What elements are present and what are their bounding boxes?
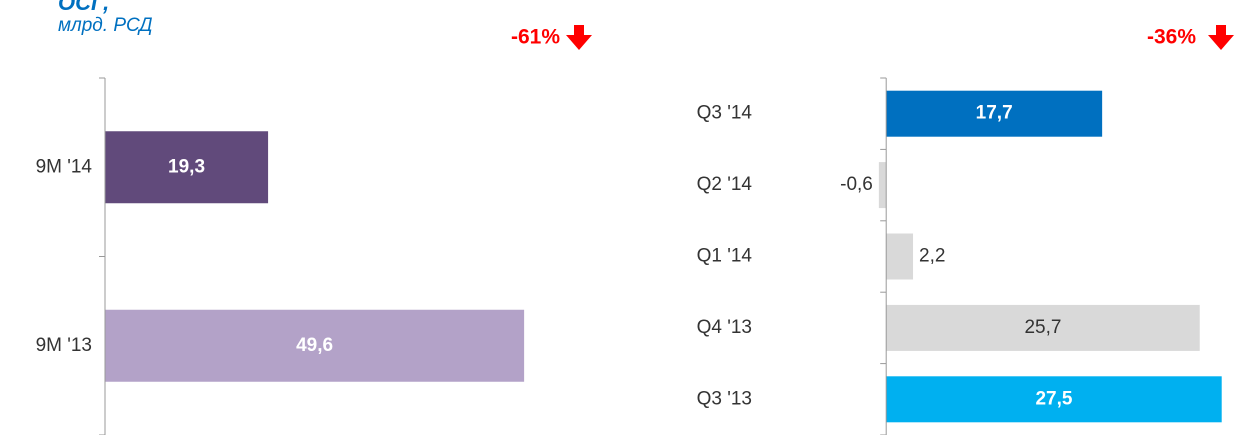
y-tick-label: 9M '13 bbox=[36, 335, 92, 356]
value-label: 49,6 bbox=[296, 335, 333, 356]
chart-subtitle: млрд. РСД bbox=[58, 15, 153, 36]
y-tick-label: Q4 '13 bbox=[697, 317, 752, 338]
down-arrow bbox=[1208, 25, 1234, 50]
down-arrow bbox=[566, 25, 592, 50]
annotation: -36% bbox=[1147, 26, 1196, 49]
bar bbox=[886, 304, 1200, 351]
value-label: 25,7 bbox=[1024, 317, 1061, 338]
bar bbox=[886, 233, 914, 280]
chart-title: ОСГ, bbox=[58, 0, 109, 15]
value-label: -0,6 bbox=[840, 174, 873, 195]
annotation: -61% bbox=[511, 26, 560, 49]
value-label: 17,7 bbox=[976, 103, 1013, 124]
y-tick-label: Q3 '13 bbox=[697, 388, 752, 409]
y-tick-label: Q3 '14 bbox=[697, 103, 753, 124]
bar bbox=[886, 90, 1103, 137]
bar bbox=[105, 131, 269, 204]
y-tick-label: Q2 '14 bbox=[697, 174, 753, 195]
y-tick-label: 9M '14 bbox=[36, 156, 93, 177]
bar bbox=[886, 376, 1222, 423]
bar bbox=[105, 309, 525, 382]
bar bbox=[878, 162, 887, 209]
y-tick-label: Q1 '14 bbox=[697, 246, 753, 267]
value-label: 19,3 bbox=[168, 156, 205, 177]
value-label: 27,5 bbox=[1035, 388, 1072, 409]
value-label: 2,2 bbox=[919, 246, 945, 267]
